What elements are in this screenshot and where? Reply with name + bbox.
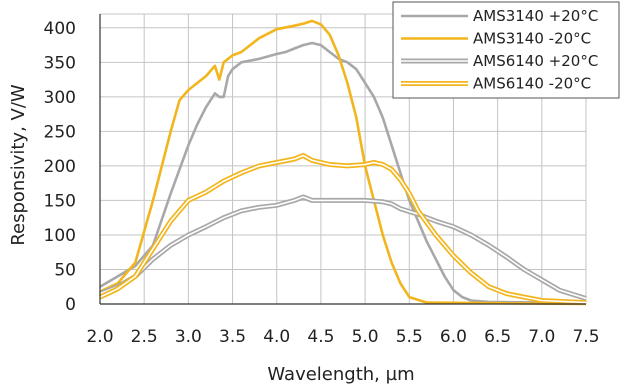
series-line-1 <box>99 41 586 304</box>
series-line-3-inner <box>99 196 587 300</box>
y-tick-label: 150 <box>44 191 76 211</box>
legend: AMS3140 +20°C AMS3140 -20°C AMS6140 +20°C A… <box>392 1 620 99</box>
series-layer <box>98 19 587 306</box>
y-tick-label: 200 <box>44 157 76 177</box>
x-tick-label: 3.5 <box>219 327 246 347</box>
series-line-4-outer <box>98 153 587 306</box>
x-axis-label: Wavelength, µm <box>267 364 414 385</box>
x-tick-label: 2.5 <box>131 327 158 347</box>
x-tick-label: 7.5 <box>572 327 599 347</box>
y-tick-label: 0 <box>65 295 76 315</box>
axes <box>99 14 586 305</box>
series-line-4-inner <box>99 154 587 304</box>
x-tick-label: 4.0 <box>263 327 290 347</box>
series-line-3-outer <box>99 194 587 301</box>
y-axis-label: Responsivity, V/W <box>8 84 29 246</box>
x-tick-label: 3.0 <box>175 327 202 347</box>
x-tick-label: 6.0 <box>440 327 467 347</box>
legend-label-3: AMS6140 +20°C <box>473 52 598 70</box>
x-tick-label: 5.0 <box>352 327 379 347</box>
x-tick-label: 5.5 <box>396 327 423 347</box>
series-line-2 <box>99 19 587 306</box>
legend-label-2: AMS3140 -20°C <box>473 30 591 48</box>
y-tick-label: 250 <box>44 122 76 142</box>
x-tick-label: 4.5 <box>307 327 334 347</box>
x-tick-label: 6.5 <box>484 327 511 347</box>
legend-label-1: AMS3140 +20°C <box>473 7 598 25</box>
y-tick-label: 400 <box>44 19 76 39</box>
y-tick-label: 350 <box>44 53 76 73</box>
y-tick-label: 100 <box>44 226 76 246</box>
x-tick-label: 2.0 <box>86 327 113 347</box>
y-tick-label: 50 <box>54 260 76 280</box>
tick-labels: 2.0 2.5 3.0 3.5 4.0 4.5 5.0 5.5 6.0 6.5 7.0 7.5 0 50 1… <box>44 19 600 347</box>
x-tick-label: 7.0 <box>528 327 555 347</box>
legend-label-4: AMS6140 -20°C <box>473 75 591 93</box>
y-tick-label: 300 <box>44 88 76 108</box>
